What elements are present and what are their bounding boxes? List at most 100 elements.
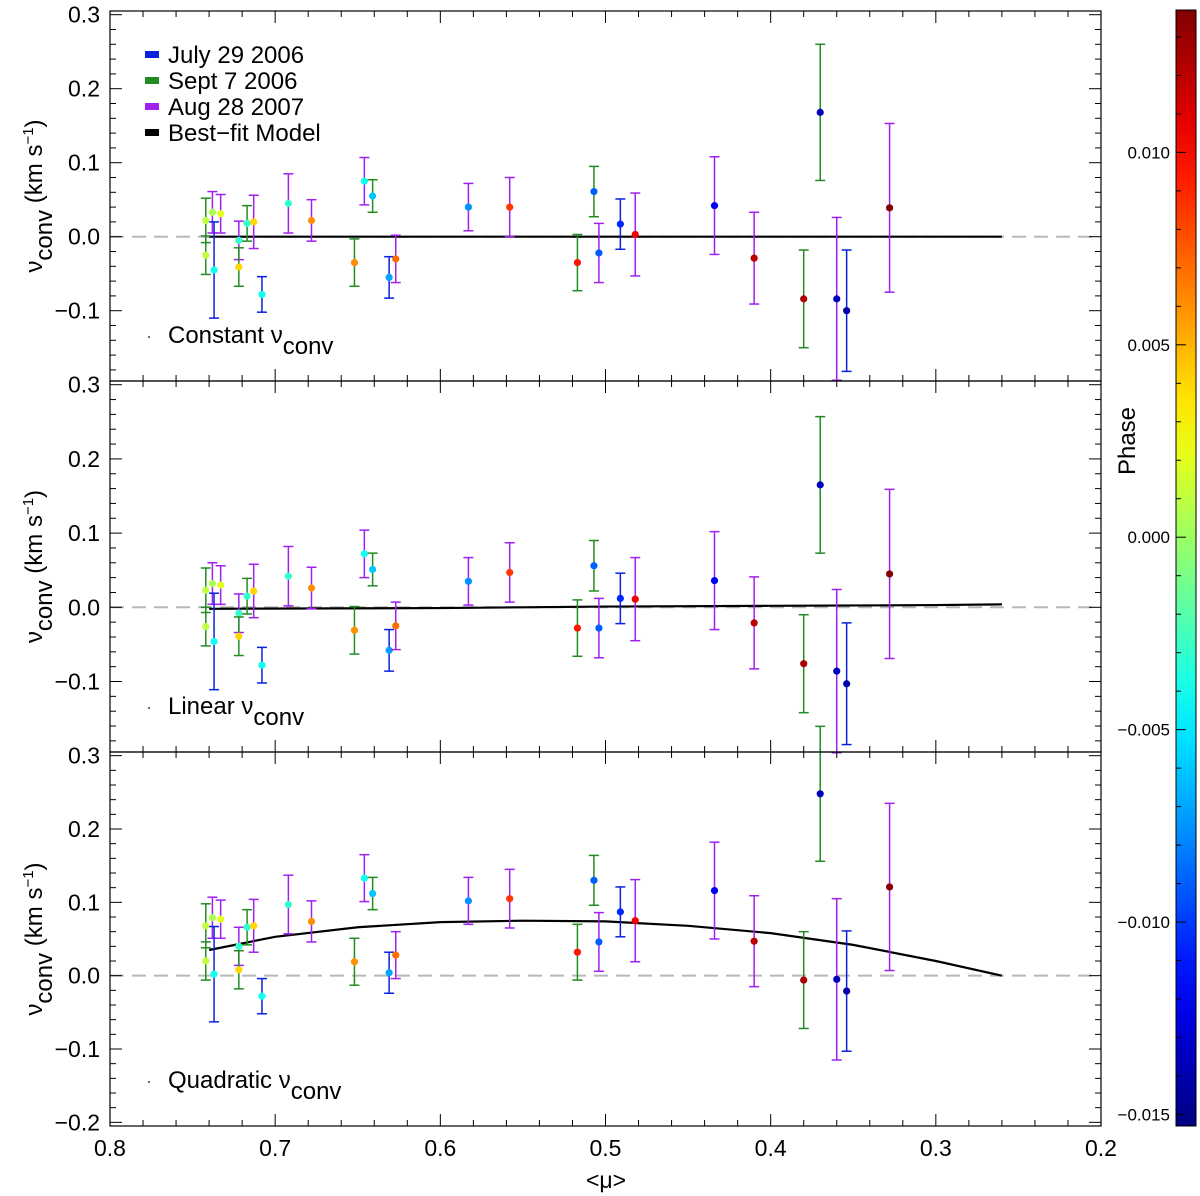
data-point xyxy=(284,572,292,580)
x-tick-label: 0.8 xyxy=(94,1135,126,1161)
data-point xyxy=(843,307,851,315)
legend-swatch xyxy=(145,51,159,58)
data-point xyxy=(202,586,210,594)
y-tick-label: 0.0 xyxy=(68,963,100,989)
data-point xyxy=(284,900,292,909)
y-axis-label: νconv (km s−1) xyxy=(20,490,58,643)
x-tick-label: 0.5 xyxy=(590,1135,622,1161)
annotation-dot xyxy=(148,707,150,709)
data-point xyxy=(885,204,894,212)
y-tick-label: 0.0 xyxy=(68,224,100,250)
data-point xyxy=(210,266,218,274)
data-point xyxy=(573,948,582,956)
data-point xyxy=(210,970,218,978)
data-point xyxy=(616,220,624,228)
data-point xyxy=(217,210,225,218)
data-point xyxy=(235,966,243,974)
data-point xyxy=(392,951,400,959)
x-tick-label: 0.6 xyxy=(424,1135,456,1161)
data-point xyxy=(243,592,251,600)
data-point xyxy=(590,187,598,196)
data-point xyxy=(235,942,243,950)
data-point xyxy=(202,623,210,631)
data-point xyxy=(385,969,393,977)
panel-frame xyxy=(109,751,1102,1127)
data-point xyxy=(360,177,368,185)
data-point xyxy=(833,667,841,675)
data-point xyxy=(843,680,851,688)
colorbar-label: Phase xyxy=(1114,407,1141,475)
data-point xyxy=(595,624,603,632)
data-point xyxy=(506,895,514,903)
legend-swatch xyxy=(145,103,159,110)
y-tick-label: −0.1 xyxy=(55,1036,100,1062)
y-tick-label: −0.2 xyxy=(55,1109,100,1135)
data-point xyxy=(210,637,218,646)
data-point xyxy=(573,259,582,267)
data-point xyxy=(284,199,292,207)
data-point xyxy=(710,576,719,585)
y-tick-label: 0.3 xyxy=(68,743,100,769)
data-point xyxy=(217,915,225,923)
data-point xyxy=(235,632,243,640)
data-point xyxy=(350,958,359,966)
y-tick-label: −0.1 xyxy=(55,298,100,324)
data-point xyxy=(631,230,639,239)
y-tick-label: 0.2 xyxy=(68,76,100,102)
legend-swatch xyxy=(145,77,159,84)
data-point xyxy=(573,624,582,632)
data-point xyxy=(250,922,258,930)
colorbar-tick-label: 0.010 xyxy=(1127,143,1170,162)
annotation-dot xyxy=(148,336,150,338)
y-tick-label: 0.1 xyxy=(68,150,100,176)
x-axis-label: <μ> xyxy=(586,1167,626,1193)
data-point xyxy=(208,914,217,922)
data-point xyxy=(360,550,368,558)
data-point xyxy=(350,626,359,634)
y-tick-label: 0.2 xyxy=(68,816,100,842)
panel-annotation: Quadratic νconv xyxy=(168,1067,341,1105)
data-point xyxy=(385,273,393,281)
data-point xyxy=(307,917,316,926)
colorbar-tick-label: −0.015 xyxy=(1118,1105,1170,1124)
y-tick-label: 0.3 xyxy=(68,372,100,398)
colorbar-tick-label: −0.005 xyxy=(1118,721,1170,740)
data-point xyxy=(202,251,210,259)
data-point xyxy=(800,295,808,303)
legend-label: Aug 28 2007 xyxy=(168,94,304,121)
y-axis-label: νconv (km s−1) xyxy=(20,119,58,272)
x-tick-label: 0.2 xyxy=(1085,1135,1117,1161)
data-point xyxy=(202,216,210,225)
data-point xyxy=(202,957,210,965)
data-point xyxy=(506,568,514,577)
x-tick-label: 0.7 xyxy=(259,1135,291,1161)
y-axis-label: νconv (km s−1) xyxy=(20,862,58,1015)
data-point xyxy=(235,609,243,617)
data-point xyxy=(235,263,243,271)
data-point xyxy=(885,883,894,891)
annotation-dot xyxy=(148,1081,150,1083)
y-tick-label: 0.0 xyxy=(68,594,100,620)
data-point xyxy=(208,579,217,588)
data-point xyxy=(369,192,377,200)
data-point xyxy=(833,975,841,983)
data-point xyxy=(243,219,251,227)
data-point xyxy=(369,889,377,898)
data-point xyxy=(208,208,217,216)
panel-constant: −0.1 0.0 0.1 0.2 0.3 Constant νconv νconv (km … xyxy=(20,2,1102,382)
data-point xyxy=(250,218,258,226)
data-point xyxy=(258,661,266,669)
panel-linear: −0.1 0.0 0.1 0.2 0.3 Linear νconv νconv (km s−… xyxy=(20,372,1102,754)
data-point xyxy=(307,216,316,225)
data-point xyxy=(392,622,400,630)
data-point xyxy=(750,619,758,627)
data-point xyxy=(800,976,808,984)
data-point xyxy=(464,203,473,211)
colorbar-tick-label: 0.005 xyxy=(1127,336,1170,355)
data-point xyxy=(833,295,841,303)
y-tick-label: 0.1 xyxy=(68,889,100,915)
colorbar xyxy=(1175,9,1197,1127)
data-point xyxy=(464,897,473,905)
data-point xyxy=(243,923,251,931)
